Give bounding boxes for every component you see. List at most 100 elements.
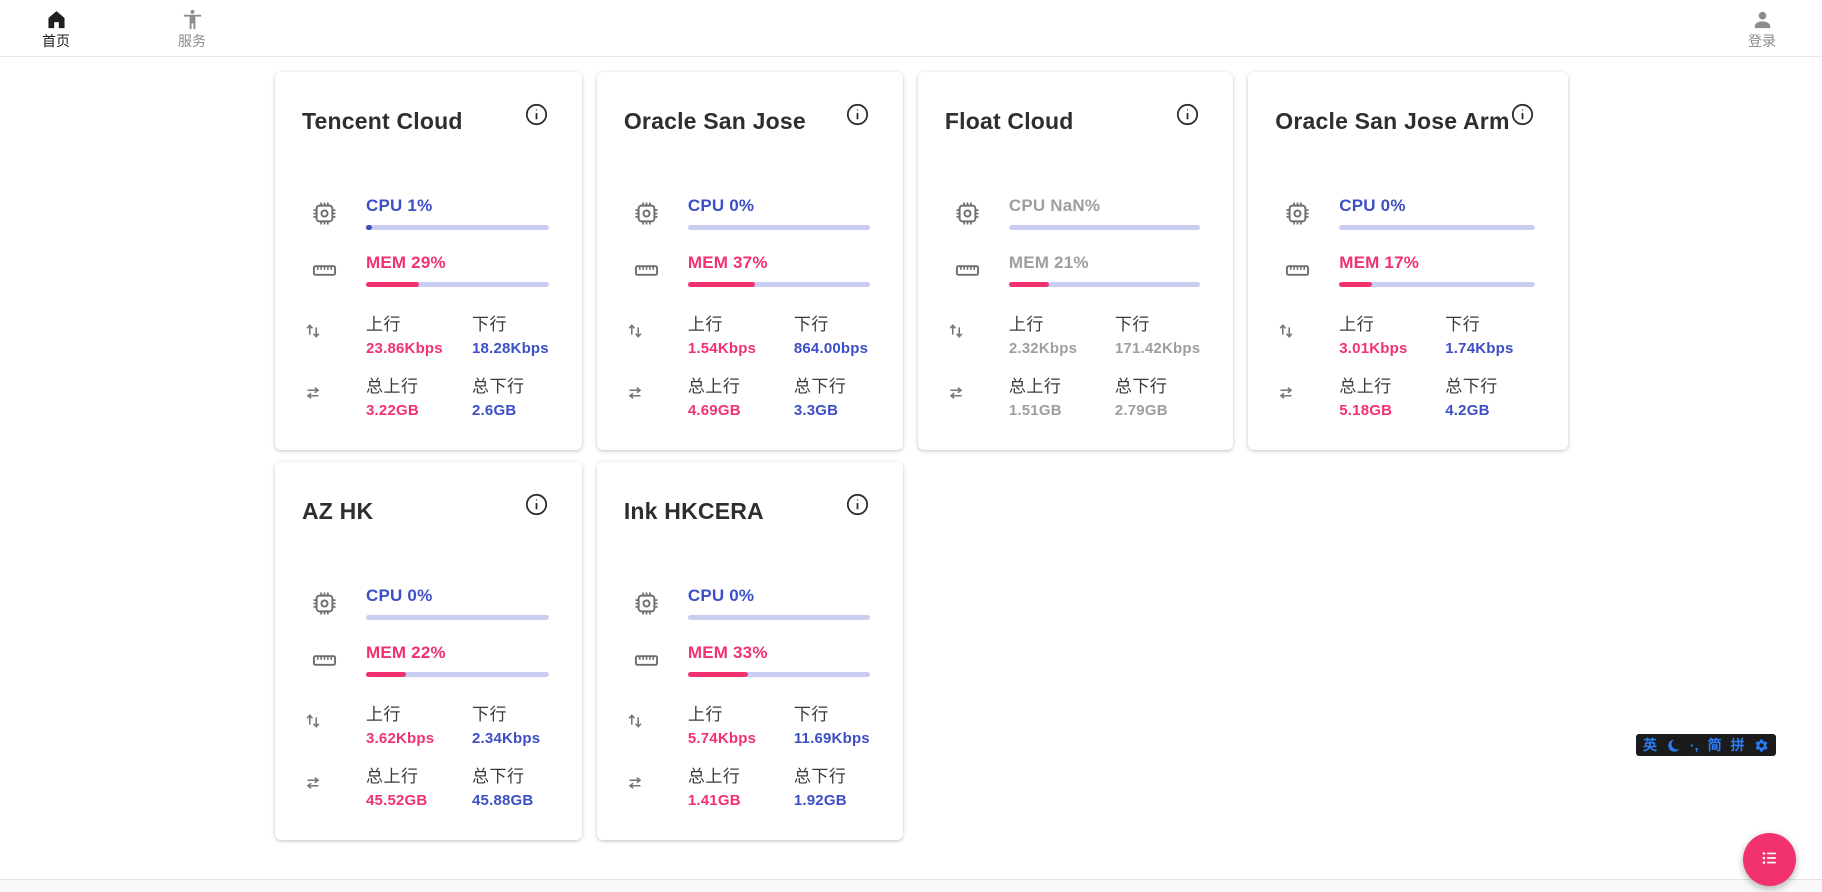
mem-meter: MEM 37% (687, 253, 870, 288)
cpu-row: CPU 0% (302, 586, 549, 621)
cpu-text: CPU 0% (687, 196, 755, 216)
card-title: Tencent Cloud (302, 108, 463, 134)
total-up-label: 总上行 (366, 377, 419, 397)
mem-row: MEM 22% (302, 643, 549, 678)
mem-bar-fill (366, 672, 407, 678)
cpu-chip-icon (302, 200, 338, 227)
cpu-text: CPU 1% (366, 196, 433, 216)
server-grid: Tencent Cloud (275, 72, 1568, 840)
up-value: 3.62Kbps (366, 730, 435, 748)
download-col: 下行 2.34Kbps (472, 700, 549, 747)
swap-horizontal-icon (624, 772, 688, 799)
info-icon (1175, 103, 1200, 130)
cpu-chip-icon (624, 200, 660, 227)
total-down-value: 45.88GB (472, 792, 534, 810)
upload-col: 上行 5.74Kbps (688, 700, 794, 747)
footer (0, 879, 1822, 892)
up-label: 上行 (366, 315, 401, 335)
download-col: 下行 864.00bps (794, 310, 870, 357)
total-row: 总上行 5.18GB 总下行 4.2GB (1275, 372, 1534, 419)
total-up-label: 总上行 (1008, 377, 1062, 397)
info-button[interactable] (845, 102, 870, 127)
fab-button[interactable] (1743, 833, 1796, 886)
nav-item-services[interactable]: 服务 (160, 0, 224, 56)
upload-col: 上行 1.54Kbps (688, 310, 794, 357)
cpu-row: CPU 1% (302, 196, 549, 231)
cpu-meter: CPU 0% (687, 586, 870, 621)
up-value: 2.32Kbps (1008, 340, 1078, 358)
cpu-text: CPU 0% (1339, 196, 1406, 216)
ruler-icon (302, 257, 338, 284)
total-down-value: 4.2GB (1445, 402, 1490, 420)
total-down-value: 2.6GB (472, 402, 517, 420)
mem-meter: MEM 17% (1339, 253, 1535, 288)
ime-language-toggle[interactable]: 英 (1643, 737, 1657, 753)
login-button[interactable]: 登录 (1730, 0, 1794, 56)
cpu-bar (366, 615, 549, 621)
mem-bar-fill (687, 282, 756, 288)
down-label: 下行 (472, 315, 507, 335)
card-header: Oracle San Jose Arm (1275, 102, 1534, 154)
ime-punctuation-toggle[interactable]: ·, (1690, 737, 1699, 753)
swap-horizontal-icon (945, 382, 1009, 409)
swap-vertical-icon (302, 320, 366, 347)
swap-horizontal-icon (1275, 382, 1339, 409)
total-up-value: 5.18GB (1339, 402, 1393, 420)
total-up-value: 45.52GB (366, 792, 428, 810)
up-label: 上行 (1339, 315, 1375, 335)
cpu-row: CPU 0% (624, 196, 870, 231)
cpu-text: CPU 0% (366, 586, 433, 606)
info-icon (845, 103, 870, 130)
accessibility-icon (181, 8, 204, 31)
info-button[interactable] (845, 492, 870, 517)
mem-bar-fill (687, 672, 748, 678)
total-down-value: 1.92GB (793, 792, 847, 810)
card-title: Float Cloud (944, 108, 1074, 134)
cpu-text: CPU 0% (687, 586, 755, 606)
info-button[interactable] (524, 102, 549, 127)
info-button[interactable] (1510, 102, 1535, 127)
total-upload-col: 总上行 1.41GB (688, 762, 794, 809)
mem-row: MEM 21% (945, 253, 1201, 288)
card-header: Tencent Cloud (302, 102, 549, 154)
total-down-label: 总下行 (472, 377, 525, 397)
mem-bar-fill (1339, 282, 1373, 288)
server-card: Oracle San Jose Arm (1248, 72, 1568, 450)
up-value: 5.74Kbps (687, 730, 757, 748)
info-button[interactable] (1175, 102, 1200, 127)
download-col: 下行 18.28Kbps (472, 310, 549, 357)
total-up-label: 总上行 (687, 377, 741, 397)
server-card: Float Cloud (917, 72, 1234, 450)
speed-row: 上行 3.62Kbps 下行 2.34Kbps (302, 700, 549, 747)
swap-horizontal-icon (302, 382, 366, 409)
speed-row: 上行 23.86Kbps 下行 18.28Kbps (302, 310, 549, 357)
total-upload-col: 总上行 1.51GB (1009, 372, 1115, 419)
up-label: 上行 (366, 705, 401, 725)
down-value: 171.42Kbps (1114, 340, 1201, 358)
mem-text: MEM 37% (687, 253, 768, 273)
total-row: 总上行 1.41GB 总下行 1.92GB (624, 762, 870, 809)
down-label: 下行 (472, 705, 507, 725)
info-button[interactable] (524, 492, 549, 517)
total-up-label: 总上行 (687, 767, 741, 787)
cpu-bar (687, 615, 870, 621)
cpu-chip-icon (945, 200, 981, 227)
cpu-meter: CPU 0% (687, 196, 870, 231)
down-value: 2.34Kbps (472, 730, 541, 748)
list-icon (1759, 847, 1781, 872)
card-stats: CPU 0% (1275, 196, 1535, 419)
swap-vertical-icon (624, 320, 688, 347)
ime-simplified-toggle[interactable]: 简 (1707, 737, 1722, 753)
crescent-moon-icon[interactable] (1666, 738, 1681, 753)
card-header: Float Cloud (945, 102, 1200, 154)
ime-pinyin-toggle[interactable]: 拼 (1730, 737, 1745, 753)
nav-item-home[interactable]: 首页 (24, 0, 88, 56)
nav-item-label: 首页 (42, 32, 70, 49)
cpu-text: CPU NaN% (1008, 196, 1101, 216)
swap-vertical-icon (1275, 320, 1339, 347)
gear-icon[interactable] (1754, 738, 1769, 753)
total-down-label: 总下行 (1445, 377, 1498, 397)
server-card: Tencent Cloud (275, 72, 582, 450)
ruler-icon (945, 257, 981, 284)
server-card: AZ HK (275, 462, 582, 840)
